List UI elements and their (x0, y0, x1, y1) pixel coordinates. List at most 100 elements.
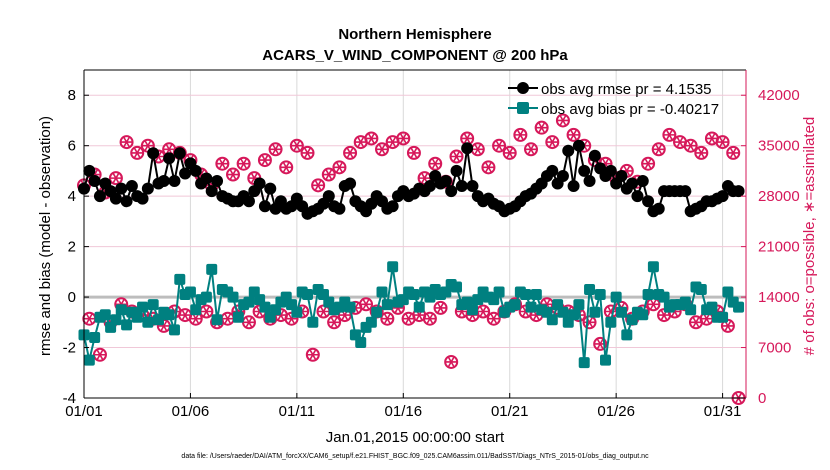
bias-point (89, 331, 101, 343)
rmse-point (136, 192, 149, 205)
rmse-point (588, 149, 601, 162)
obs-assimilated-asterisk (365, 132, 378, 145)
bias-point (200, 291, 212, 303)
bias-point (259, 301, 271, 313)
rmse-point (556, 169, 569, 182)
rmse-point (562, 144, 575, 157)
bias-point (706, 301, 718, 313)
obs-assimilated-asterisk (237, 158, 250, 170)
x-tick-label: 01/16 (385, 403, 423, 420)
obs-assimilated-asterisk (429, 158, 442, 170)
bias-point (520, 289, 532, 301)
rmse-point (450, 164, 463, 177)
obs-assimilated-asterisk (120, 136, 133, 148)
x-tick-label: 01/21 (491, 403, 529, 420)
rmse-point (173, 147, 186, 160)
bias-point (610, 291, 622, 303)
rmse-point (141, 182, 154, 195)
bias-point (243, 296, 255, 308)
rmse-point (258, 200, 271, 213)
obs-count-marker (396, 131, 411, 146)
obs-count-marker (486, 311, 501, 326)
y-tick-label: 8 (68, 87, 76, 104)
bias-point (291, 306, 303, 318)
obs-count-marker (715, 135, 730, 150)
rmse-point (626, 177, 639, 190)
bias-point (594, 289, 606, 301)
bias-point (163, 309, 175, 321)
rmse-point (636, 175, 649, 188)
bias-point (408, 289, 420, 301)
rmse-point (445, 185, 458, 198)
rmse-point (200, 172, 213, 185)
rmse-point (168, 175, 181, 188)
obs-count-marker (92, 347, 107, 362)
y-axis-right-label: # of obs: o=possible, ∗=assimilated (801, 117, 818, 356)
obs-assimilated-asterisk (503, 147, 516, 159)
rmse-point (652, 202, 665, 215)
obs-assimilated-asterisk (450, 150, 463, 163)
bias-point (546, 314, 558, 326)
bias-point (115, 304, 127, 316)
obs-count-marker (321, 167, 336, 182)
obs-count-marker (694, 145, 709, 160)
obs-count-marker (444, 354, 459, 369)
y-tick-label: 4 (68, 188, 76, 205)
obs-assimilated-asterisk (242, 316, 255, 328)
obs-count-marker (481, 160, 496, 175)
rmse-point (120, 195, 133, 208)
obs-assimilated-asterisk (227, 168, 240, 181)
obs-assimilated-asterisk (312, 179, 325, 191)
obs-assimilated-asterisk (306, 349, 319, 361)
bias-point (605, 316, 617, 328)
rmse-point (732, 185, 745, 198)
rmse-point (546, 164, 559, 177)
obs-count-marker (364, 131, 379, 146)
obs-assimilated-asterisk (381, 313, 394, 325)
obs-assimilated-asterisk (344, 147, 357, 159)
obs-count-marker (524, 142, 539, 157)
rmse-point (179, 167, 192, 180)
bias-point (615, 306, 627, 318)
obs-assimilated-asterisk (514, 129, 527, 141)
obs-count-marker (492, 138, 507, 153)
bias-point (184, 286, 196, 298)
obs-count-marker (513, 127, 528, 142)
obs-count-marker (470, 142, 485, 157)
data-file-caption: data file: /Users/raeder/DAI/ATM_forcXX/… (181, 453, 649, 460)
obs-count-marker (380, 311, 395, 326)
obs-count-marker (108, 171, 123, 186)
x-tick-label: 01/11 (279, 403, 315, 420)
x-axis-label: Jan.01,2015 00:00:00 start (326, 429, 505, 446)
obs-count-marker (236, 156, 251, 171)
y-right-tick-label: 0 (758, 390, 766, 407)
rmse-point (163, 152, 176, 165)
bias-point (376, 286, 388, 298)
obs-assimilated-asterisk (684, 140, 697, 152)
obs-assimilated-asterisk (322, 168, 335, 181)
rmse-point (205, 185, 218, 198)
bias-point (557, 306, 569, 318)
legend-bias-label: obs avg bias pr = -0.40217 (541, 101, 719, 118)
obs-count-marker (428, 156, 443, 171)
obs-count-marker (305, 347, 320, 362)
obs-count-marker (289, 138, 304, 153)
obs-assimilated-asterisk (397, 132, 410, 145)
bias-point (695, 284, 707, 296)
obs-count-marker (241, 315, 256, 330)
y-right-tick-label: 7000 (758, 340, 791, 357)
bias-point (131, 311, 143, 323)
obs-count-marker (406, 145, 421, 160)
bias-point (121, 319, 133, 331)
rmse-point (631, 190, 644, 203)
bias-point (227, 291, 239, 303)
rmse-point (572, 139, 585, 152)
obs-count-marker (220, 311, 235, 326)
obs-count-marker (662, 127, 677, 142)
obs-count-marker (641, 156, 656, 171)
obs-assimilated-asterisk (716, 136, 729, 148)
obs-assimilated-asterisk (376, 143, 389, 155)
obs-count-marker (199, 304, 214, 319)
rmse-point (125, 180, 138, 193)
obs-assimilated-asterisk (705, 132, 718, 145)
